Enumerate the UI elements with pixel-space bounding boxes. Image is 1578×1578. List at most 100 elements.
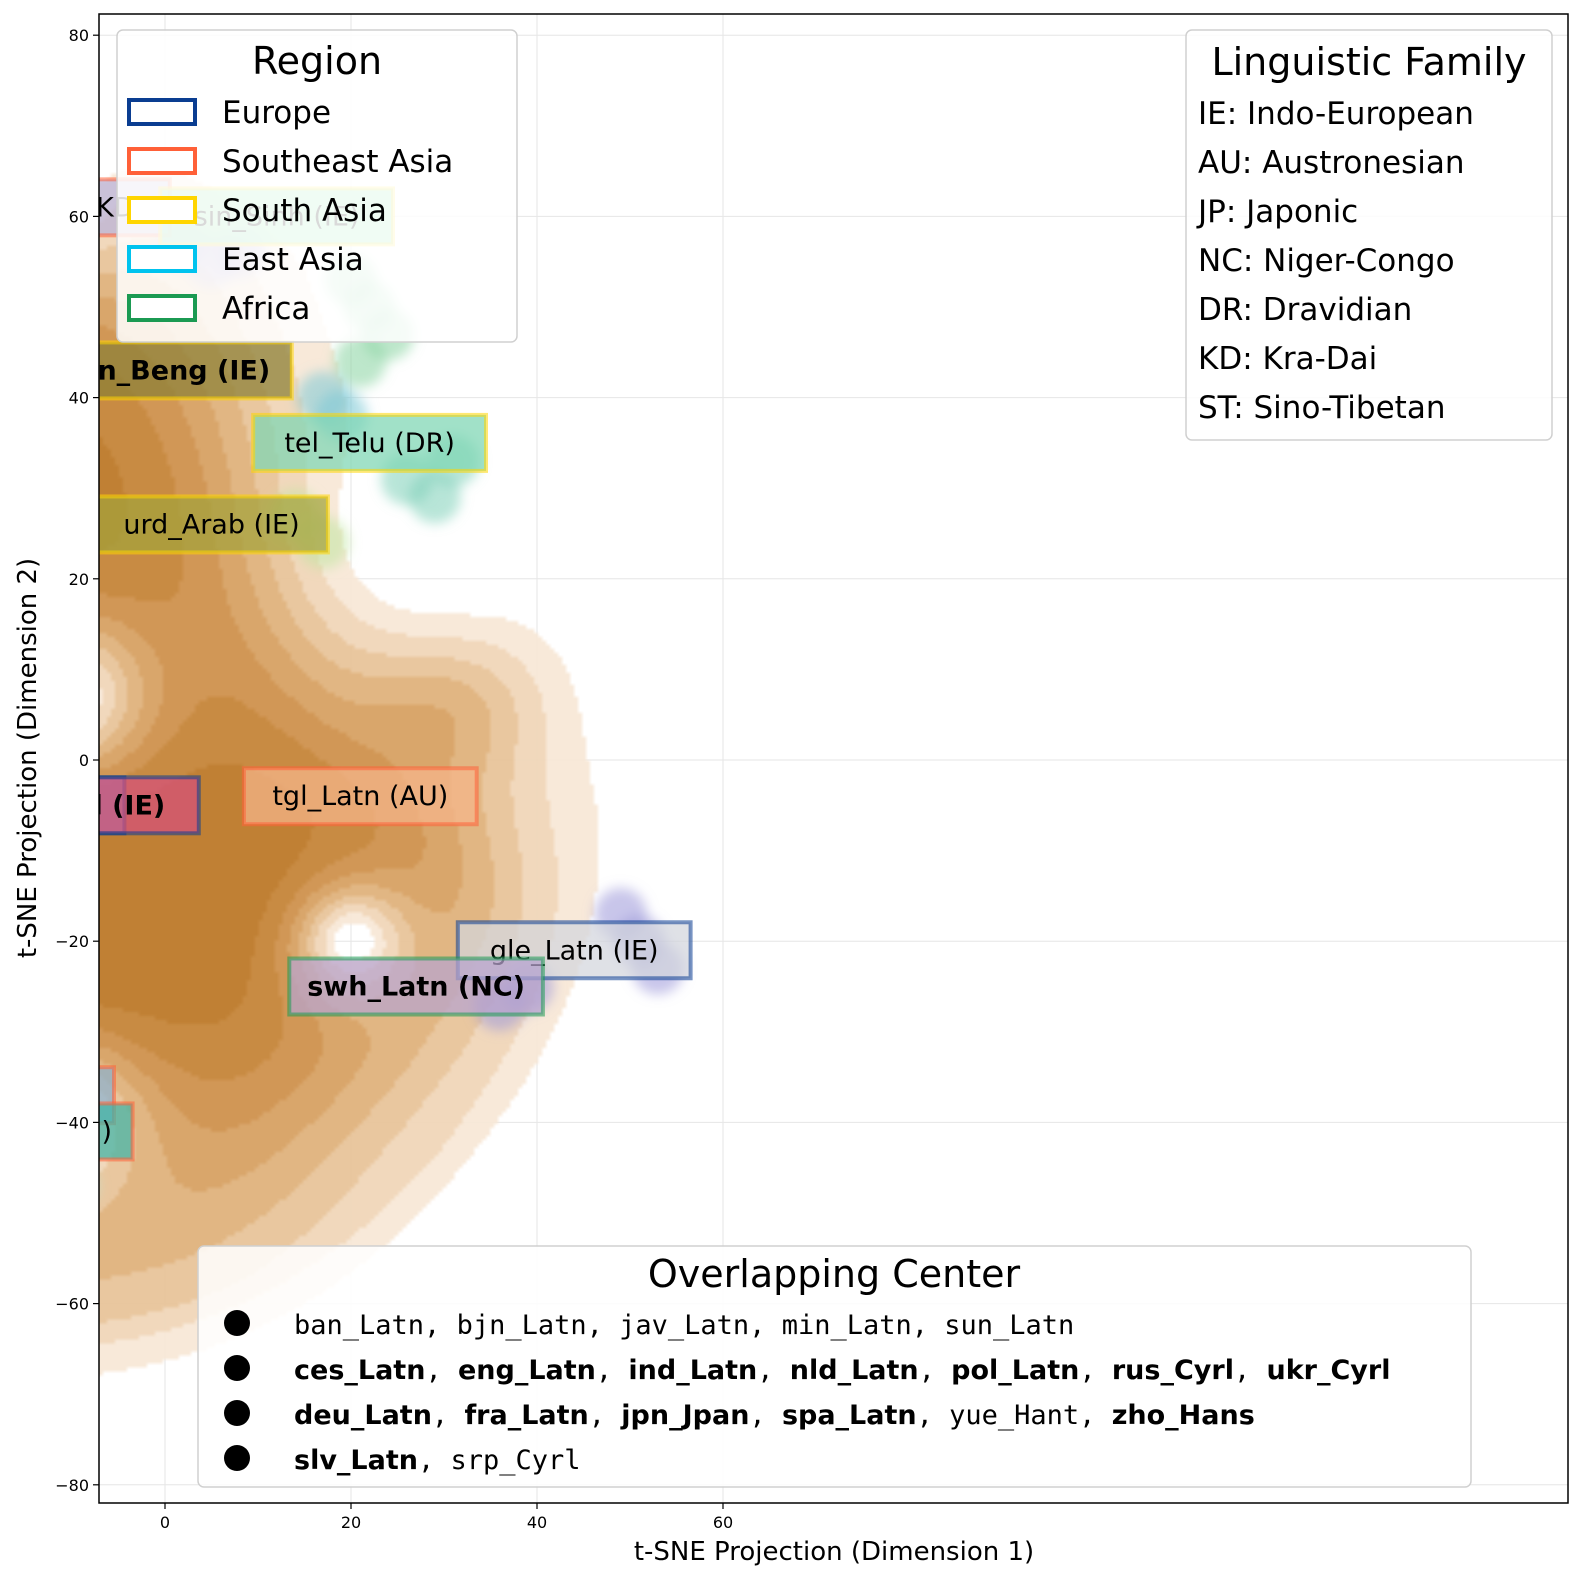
overlap-separator: ,: [912, 1310, 945, 1341]
overlap-bullet: [224, 1310, 250, 1336]
overlap-legend-frame: [197, 1245, 1472, 1488]
region-legend: Region Europe Southeast Asia South Asia Eas…: [116, 29, 518, 343]
region-legend-label: Southeast Asia: [222, 144, 453, 180]
overlap-separator: ,: [418, 1445, 451, 1476]
overlap-language: rus_Cyrl: [1112, 1355, 1234, 1386]
family-legend-item: KD: Kra-Dai: [1198, 341, 1377, 377]
overlap-separator: ,: [919, 1355, 952, 1386]
region-swatch: [127, 245, 197, 273]
language-label-text: tgl_Latn (AU): [272, 781, 448, 812]
language-labels: ind_Latn (AU)jpn_Jpan (JP)tha_Thai (KD)s…: [0, 177, 693, 1162]
y-tick-label: −40: [55, 1113, 89, 1132]
region-swatch: [127, 147, 197, 175]
language-label-tel_Telu: tel_Telu (DR): [251, 412, 488, 473]
language-label-urd_Arab: urd_Arab (IE): [99, 494, 330, 555]
family-legend-item: DR: Dravidian: [1198, 292, 1412, 328]
language-box: [251, 412, 488, 473]
region-legend-label: Europe: [222, 95, 331, 131]
overlap-language: srp_Cyrl: [451, 1445, 581, 1476]
language-box: [241, 766, 479, 827]
overlap-separator: ,: [424, 1310, 457, 1341]
overlap-language: spa_Latn: [782, 1400, 917, 1431]
region-legend-items: Europe Southeast Asia South Asia East Asia A…: [127, 95, 453, 327]
y-tick-label: 60: [69, 207, 89, 226]
overlap-separator: ,: [589, 1400, 622, 1431]
language-box: [99, 1101, 135, 1162]
language-box: [99, 340, 294, 401]
region-legend-label: East Asia: [222, 242, 364, 278]
overlap-bullet: [224, 1400, 250, 1426]
overlap-separator: ,: [596, 1355, 629, 1386]
language-box: [287, 956, 545, 1017]
overlap-legend-title: Overlapping Center: [648, 1252, 1021, 1296]
region-swatch: [127, 98, 197, 126]
region-legend-title: Region: [252, 39, 382, 83]
overlap-language: nld_Latn: [790, 1355, 919, 1386]
family-legend-item: NC: Niger-Congo: [1198, 243, 1455, 279]
overlap-separator: ,: [425, 1355, 458, 1386]
x-axis-label: t-SNE Projection (Dimension 1): [634, 1537, 1034, 1567]
overlap-bullet: [224, 1445, 250, 1471]
overlap-language: deu_Latn: [294, 1400, 432, 1431]
y-tick-label: 0: [79, 751, 89, 770]
overlap-language: ban_Latn: [294, 1310, 424, 1341]
overlap-row: ban_Latn, bjn_Latn, jav_Latn, min_Latn, …: [294, 1310, 1074, 1341]
family-legend: Linguistic Family IE: Indo-European AU: A…: [1185, 29, 1553, 441]
overlap-separator: ,: [1079, 1355, 1112, 1386]
region-swatch: [127, 294, 197, 322]
overlap-language: fra_Latn: [464, 1400, 588, 1431]
plot-frame: [98, 13, 1569, 1504]
overlap-language: jav_Latn: [619, 1310, 749, 1341]
overlap-separator: ,: [749, 1400, 782, 1431]
overlap-row: slv_Latn, srp_Cyrl: [294, 1445, 581, 1476]
region-legend-item: Africa: [127, 291, 310, 327]
overlap-separator: ,: [587, 1310, 620, 1341]
family-legend-item: IE: Indo-European: [1198, 96, 1474, 132]
region-legend-frame: [116, 29, 518, 343]
overlap-separator: ,: [757, 1355, 790, 1386]
overlap-language: zho_Hans: [1112, 1400, 1255, 1431]
overlap-language: ukr_Cyrl: [1266, 1355, 1390, 1386]
overlap-language: sun_Latn: [944, 1310, 1074, 1341]
x-tick-label: 40: [527, 1513, 547, 1532]
language-label-ukr_Cyrl: ukr_Cyrl (IE): [0, 775, 201, 836]
x-tick-label: 20: [341, 1513, 361, 1532]
region-legend-item: South Asia: [127, 193, 387, 229]
overlap-bullet: [224, 1355, 250, 1381]
family-legend-item: ST: Sino-Tibetan: [1198, 390, 1445, 426]
region-legend-item: East Asia: [127, 242, 364, 278]
region-legend-label: South Asia: [222, 193, 387, 229]
language-label-ben_Beng: ben_Beng (IE): [60, 340, 294, 401]
language-label-min_Latn: min_Latn (AU): [99, 1101, 135, 1162]
y-tick-label: −80: [55, 1476, 89, 1495]
language-label-text: tel_Telu (DR): [284, 428, 455, 459]
region-legend-item: Southeast Asia: [127, 144, 453, 180]
y-tick-label: −20: [55, 932, 89, 951]
family-legend-frame: [1185, 29, 1553, 441]
overlap-separator: ,: [1234, 1355, 1267, 1386]
y-axis-label: t-SNE Projection (Dimension 2): [13, 558, 43, 958]
overlap-language: jpn_Jpan: [620, 1400, 749, 1431]
overlap-language: bjn_Latn: [457, 1310, 587, 1341]
overlap-row: deu_Latn, fra_Latn, jpn_Jpan, spa_Latn, …: [294, 1400, 1255, 1431]
family-legend-item: AU: Austronesian: [1198, 145, 1465, 181]
overlap-language: pol_Latn: [951, 1355, 1079, 1386]
family-legend-item: JP: Japonic: [1196, 194, 1358, 230]
overlap-language: eng_Latn: [458, 1355, 596, 1386]
overlap-language: ces_Latn: [294, 1355, 425, 1386]
language-label-text: ukr_Cyrl (IE): [0, 790, 165, 821]
overlap-row: ces_Latn, eng_Latn, ind_Latn, nld_Latn, …: [294, 1355, 1390, 1386]
region-legend-item: Europe: [127, 95, 331, 131]
overlap-separator: ,: [432, 1400, 465, 1431]
x-tick-label: 60: [713, 1513, 733, 1532]
overlap-language: yue_Hant: [949, 1400, 1079, 1431]
region-legend-label: Africa: [222, 291, 310, 327]
overlap-separator: ,: [749, 1310, 782, 1341]
overlap-separator: ,: [1079, 1400, 1112, 1431]
language-label-text: swh_Latn (NC): [307, 972, 525, 1003]
overlap-legend: Overlapping Center ban_Latn, bjn_Latn, j…: [197, 1245, 1472, 1488]
language-label-swh_Latn: swh_Latn (NC): [287, 956, 545, 1017]
language-label-text: ben_Beng (IE): [60, 355, 270, 386]
